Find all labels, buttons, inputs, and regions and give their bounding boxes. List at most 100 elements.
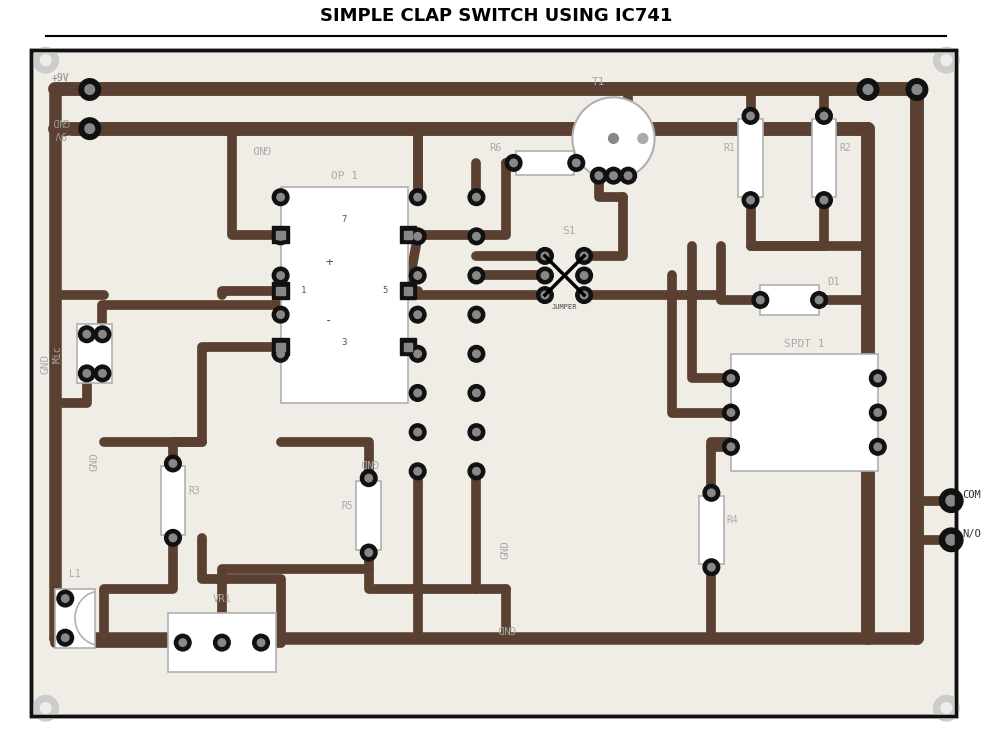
- Circle shape: [869, 370, 886, 387]
- Text: GND: GND: [252, 143, 271, 153]
- Circle shape: [722, 370, 739, 387]
- Text: L1: L1: [69, 569, 81, 579]
- Bar: [273, 338, 289, 355]
- Bar: [404, 287, 412, 295]
- Circle shape: [410, 463, 426, 480]
- Circle shape: [510, 159, 518, 167]
- Bar: [56, 589, 94, 648]
- Text: COM: COM: [962, 489, 980, 500]
- Circle shape: [468, 307, 485, 323]
- Text: GND: GND: [52, 116, 69, 126]
- Bar: [161, 467, 186, 535]
- Circle shape: [575, 287, 592, 304]
- Circle shape: [933, 47, 959, 73]
- Text: +9V: +9V: [52, 73, 69, 83]
- Circle shape: [78, 326, 95, 343]
- Bar: [760, 285, 819, 315]
- Text: +: +: [325, 256, 332, 269]
- Circle shape: [414, 193, 422, 201]
- Circle shape: [62, 595, 69, 602]
- Circle shape: [472, 233, 480, 240]
- Text: SPDT 1: SPDT 1: [784, 339, 824, 349]
- Circle shape: [218, 639, 225, 646]
- Circle shape: [722, 404, 739, 421]
- Circle shape: [410, 268, 426, 284]
- Text: 5: 5: [382, 286, 388, 296]
- Circle shape: [175, 635, 191, 651]
- Text: T1: T1: [592, 77, 605, 87]
- Circle shape: [273, 268, 289, 284]
- Circle shape: [468, 463, 485, 480]
- Circle shape: [624, 172, 632, 179]
- Circle shape: [414, 428, 422, 436]
- Circle shape: [638, 133, 648, 143]
- Bar: [281, 187, 408, 402]
- Bar: [77, 324, 112, 383]
- Circle shape: [575, 268, 592, 284]
- Circle shape: [79, 79, 100, 100]
- Circle shape: [62, 634, 69, 641]
- Circle shape: [85, 85, 94, 94]
- Circle shape: [165, 530, 182, 546]
- Circle shape: [257, 639, 265, 646]
- Text: Mic: Mic: [53, 345, 62, 363]
- Circle shape: [410, 424, 426, 441]
- Circle shape: [874, 443, 882, 450]
- Circle shape: [580, 272, 588, 279]
- Bar: [277, 343, 285, 351]
- Bar: [404, 231, 412, 239]
- Circle shape: [410, 385, 426, 401]
- Circle shape: [727, 443, 735, 450]
- Circle shape: [79, 118, 100, 139]
- Bar: [356, 481, 381, 550]
- Circle shape: [869, 404, 886, 421]
- Circle shape: [365, 549, 372, 556]
- Circle shape: [820, 112, 827, 119]
- Circle shape: [277, 350, 285, 357]
- Circle shape: [41, 55, 51, 66]
- Circle shape: [78, 365, 95, 382]
- Circle shape: [727, 409, 735, 416]
- Circle shape: [620, 167, 637, 184]
- Text: GND: GND: [501, 540, 511, 559]
- Text: GND: GND: [41, 354, 51, 374]
- Text: R6: R6: [490, 143, 502, 153]
- Bar: [404, 343, 412, 351]
- Circle shape: [414, 467, 422, 475]
- Circle shape: [472, 389, 480, 397]
- Text: R1: R1: [723, 143, 735, 153]
- Circle shape: [472, 311, 480, 318]
- Circle shape: [273, 346, 289, 362]
- Text: SIMPLE CLAP SWITCH USING IC741: SIMPLE CLAP SWITCH USING IC741: [319, 7, 673, 25]
- Circle shape: [273, 228, 289, 245]
- Circle shape: [575, 248, 592, 265]
- Circle shape: [414, 311, 422, 318]
- Circle shape: [468, 424, 485, 441]
- Bar: [738, 119, 763, 198]
- Circle shape: [468, 228, 485, 245]
- Text: S1: S1: [562, 226, 576, 237]
- Circle shape: [580, 252, 588, 259]
- Circle shape: [568, 155, 584, 171]
- Circle shape: [83, 330, 90, 338]
- Circle shape: [414, 389, 422, 397]
- Circle shape: [99, 330, 106, 338]
- Bar: [400, 226, 417, 243]
- Circle shape: [41, 703, 51, 713]
- Circle shape: [869, 439, 886, 455]
- Circle shape: [414, 272, 422, 279]
- Circle shape: [57, 590, 73, 607]
- Circle shape: [939, 528, 963, 551]
- Circle shape: [414, 350, 422, 357]
- Circle shape: [33, 47, 59, 73]
- Circle shape: [810, 292, 827, 308]
- Text: VR1: VR1: [212, 593, 231, 604]
- Text: D1: D1: [827, 277, 840, 287]
- Circle shape: [94, 365, 111, 382]
- Circle shape: [747, 112, 754, 119]
- Circle shape: [360, 544, 377, 561]
- Circle shape: [277, 311, 285, 318]
- Bar: [400, 338, 417, 355]
- Circle shape: [946, 534, 956, 545]
- Circle shape: [468, 268, 485, 284]
